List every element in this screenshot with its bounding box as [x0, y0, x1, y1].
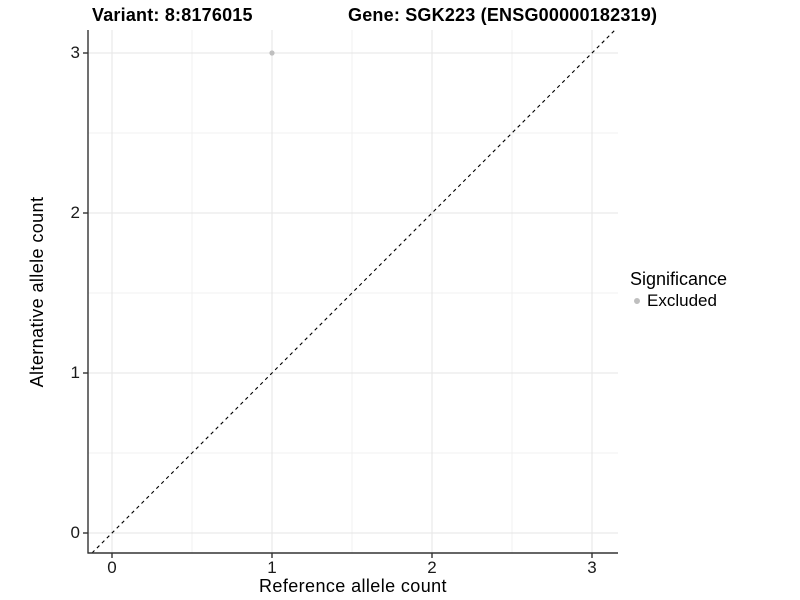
plot-title-variant: Variant: 8:8176015 [92, 5, 253, 25]
x-tick-label: 3 [587, 558, 597, 577]
x-axis-title: Reference allele count [259, 576, 447, 596]
y-axis-title: Alternative allele count [27, 196, 47, 388]
y-tick-label: 1 [70, 363, 80, 382]
x-tick-label: 1 [267, 558, 277, 577]
y-tick-label: 0 [70, 523, 80, 542]
legend-point-swatch-icon [634, 297, 640, 304]
legend: Significance Excluded [630, 269, 727, 310]
identity-dashed-line [91, 29, 616, 554]
data-point [269, 50, 275, 56]
plot-title-gene: Gene: SGK223 (ENSG00000182319) [348, 5, 658, 25]
y-tick-label: 3 [70, 43, 80, 62]
x-tick-label: 2 [427, 558, 437, 577]
legend-entry-excluded: Excluded [630, 291, 727, 310]
x-tick-label: 0 [107, 558, 117, 577]
legend-entry-label: Excluded [647, 291, 717, 310]
y-tick-label: 2 [70, 203, 80, 222]
legend-title: Significance [630, 269, 728, 289]
